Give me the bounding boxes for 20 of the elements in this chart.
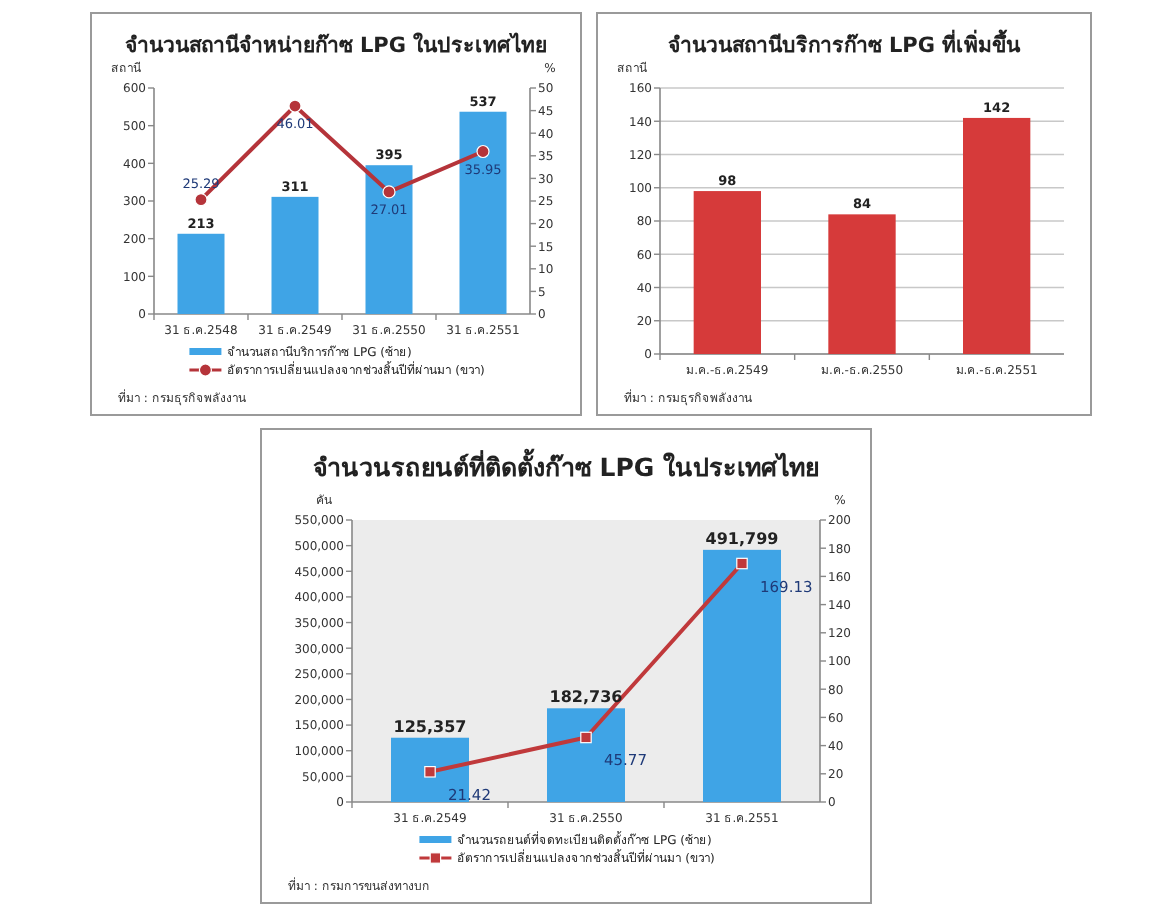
point <box>736 557 748 570</box>
point <box>382 185 396 199</box>
chart-title: จำนวนสถานีบริการก๊าซ LPG ที่เพิ่มขึ้น <box>667 28 1023 58</box>
bar <box>828 214 896 354</box>
point <box>424 766 436 778</box>
bar <box>271 196 319 314</box>
data-label: 182,736 <box>549 688 624 707</box>
chart-title: จำนวนสถานีจำหน่ายก๊าซ LPG ในประเทศไทย <box>124 30 548 58</box>
data-label: 125,357 <box>393 717 467 736</box>
point <box>580 731 592 744</box>
point <box>288 99 302 113</box>
bar <box>177 233 225 314</box>
bar <box>365 165 413 314</box>
bar <box>963 117 1031 354</box>
chart-title: จำนวนรถยนต์ที่ติดตั้งก๊าซ LPG ในประเทศไทย <box>312 448 820 482</box>
bar <box>459 111 507 314</box>
bar <box>693 191 761 354</box>
point <box>194 193 208 207</box>
point <box>476 144 490 159</box>
data-label: 491,799 <box>705 529 780 548</box>
